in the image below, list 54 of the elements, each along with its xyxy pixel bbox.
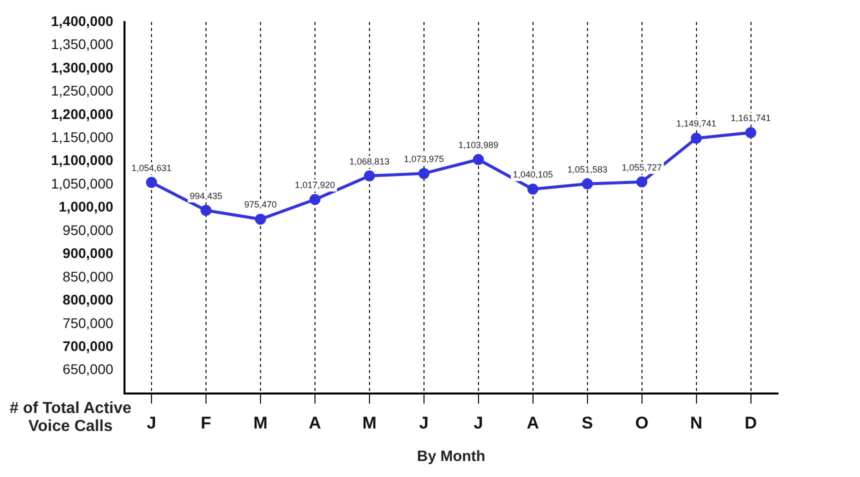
x-tick-label: J: [419, 413, 429, 432]
text: 994,435: [190, 190, 222, 201]
y-tick-label: 1,150,000: [50, 128, 114, 145]
text: 1,040,105: [512, 170, 553, 180]
y-tick-label: 800,000: [62, 292, 114, 308]
x-tick-label: M: [362, 413, 377, 432]
point: [582, 178, 593, 190]
point: [745, 127, 756, 138]
text: 1,073,975: [404, 154, 444, 164]
point: [418, 168, 430, 179]
x-tick-label: A: [308, 413, 322, 432]
point: [146, 176, 158, 188]
x-tick-label: S: [582, 413, 594, 432]
y-tick-label: 1,100,000: [50, 152, 114, 168]
y-tick-label: 750,000: [62, 314, 114, 331]
y-tick-label: 1,050,000: [50, 175, 114, 192]
point: [472, 154, 484, 165]
text: 1,161,741: [730, 113, 771, 124]
x-tick-label: J: [146, 413, 156, 432]
y-tick-label: 850,000: [62, 268, 114, 284]
x-tick-label: A: [526, 413, 539, 432]
y-tick-label: 1,250,000: [50, 82, 114, 99]
text: 1,149,741: [676, 118, 716, 129]
point: [527, 184, 538, 195]
x-tick-label: F: [200, 413, 212, 432]
y-tick-label: 1,200,000: [50, 106, 114, 122]
text: 1,054,631: [131, 162, 172, 173]
y-tick-label: 650,000: [62, 361, 114, 378]
y-tick-label: 900,000: [62, 245, 114, 262]
y-tick-label: 700,000: [62, 338, 114, 354]
x-tick-label: M: [253, 413, 268, 432]
text: 975,470: [244, 200, 277, 210]
text: 1,068,813: [349, 156, 390, 166]
x-tick-label: J: [474, 413, 484, 432]
text: 1,103,989: [458, 140, 498, 150]
y-tick-label: 1,000,00: [58, 198, 114, 215]
x-tick-label: D: [744, 413, 757, 432]
y-tick-label: 1,300,000: [50, 59, 114, 76]
text: 1,051,583: [567, 164, 608, 174]
point: [254, 214, 266, 225]
text: 1,017,920: [294, 180, 335, 190]
y-tick-label: 1,400,000: [50, 12, 114, 29]
x-tick-label: O: [635, 413, 648, 432]
y-axis-title: # of Total Active Voice Calls: [8, 400, 132, 436]
point: [309, 194, 320, 205]
point: [364, 170, 375, 182]
x-axis-title: By Month: [416, 448, 486, 466]
point: [636, 176, 648, 188]
text: 1,055,727: [622, 162, 662, 172]
y-tick-label: 950,000: [62, 222, 114, 238]
point: [690, 132, 702, 144]
point: [200, 204, 212, 216]
y-tick-label: 1,350,000: [50, 36, 114, 52]
x-tick-label: N: [690, 413, 702, 432]
